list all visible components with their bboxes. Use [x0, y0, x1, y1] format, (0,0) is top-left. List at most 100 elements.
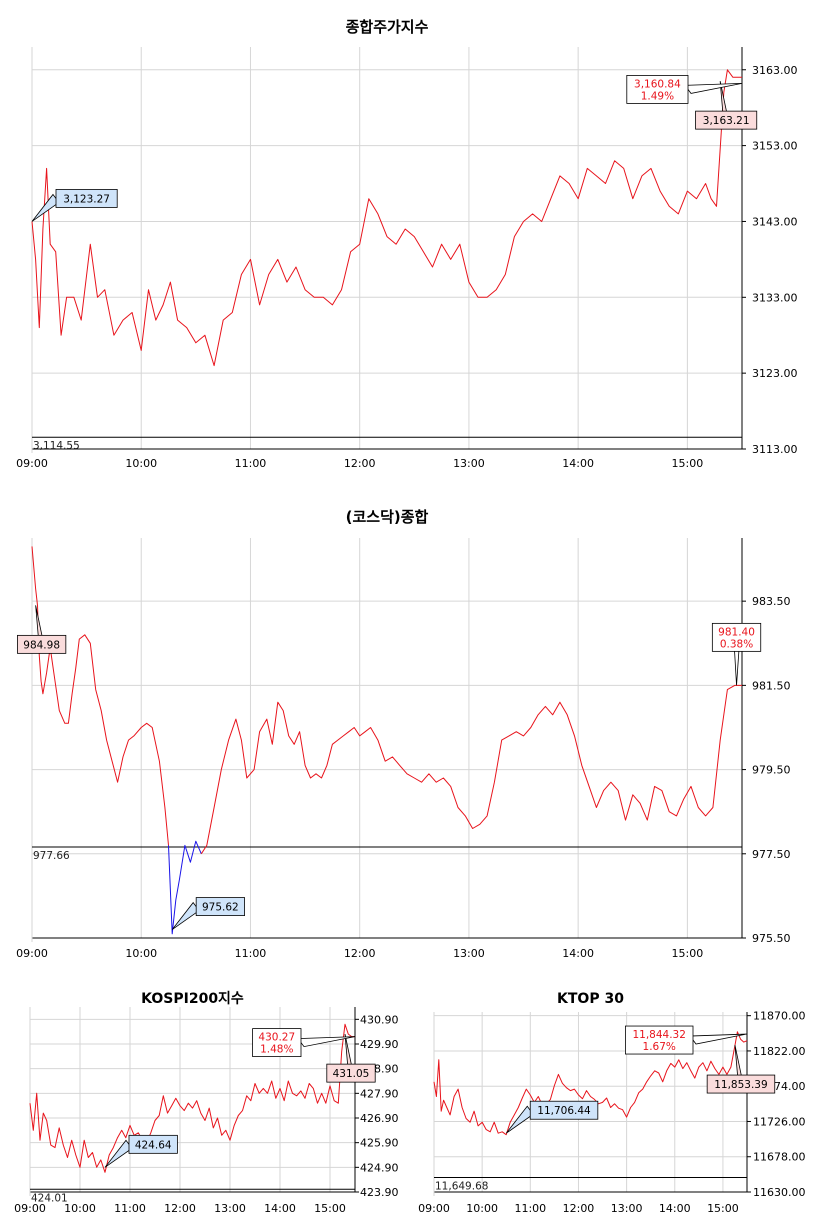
x-tick-label: 10:00 [125, 947, 157, 960]
callout-box [711, 622, 762, 652]
y-tick-label: 3133.00 [752, 291, 798, 304]
callout-current: 981.400.38% [711, 622, 762, 686]
baseline-label: 11,649.68 [435, 1181, 488, 1193]
y-tick-label: 11822.00 [753, 1045, 806, 1058]
y-tick-label: 979.50 [752, 764, 791, 777]
x-tick-label: 12:00 [563, 1202, 595, 1215]
y-tick-label: 3113.00 [752, 443, 798, 456]
callout-high: 984.98 [17, 605, 67, 654]
y-tick-label: 983.50 [752, 595, 791, 608]
callout-value: 975.62 [202, 902, 239, 914]
chart-kospi: 종합주가지수 09:00 10:00 11:00 12:00 13:00 14:00 15:0… [16, 18, 797, 470]
x-tick-label: 15:00 [707, 1202, 739, 1215]
callout-current: 430.271.48% [252, 1028, 356, 1057]
callout-low: 11,706.44 [505, 1100, 599, 1134]
callout-value: 984.98 [23, 639, 60, 651]
callout-box [625, 1025, 694, 1055]
chart-title: 종합주가지수 [346, 18, 429, 36]
x-tick-label: 14:00 [659, 1202, 691, 1215]
chart-kosdaq: (코스닥)종합 09:00 10:00 11:00 12:00 13:00 14:00 15:… [16, 508, 790, 960]
callout-box [626, 75, 689, 104]
x-tick-label: 12:00 [344, 947, 376, 960]
x-tick-label: 11:00 [514, 1202, 546, 1215]
callout-value: 981.40 [718, 626, 755, 638]
callout-box [695, 110, 758, 130]
chart-title: KOSPI200지수 [141, 991, 244, 1007]
callout-pointer [505, 1105, 534, 1134]
x-tick-label: 13:00 [214, 1202, 246, 1215]
callout-box [252, 1028, 302, 1057]
x-tick-label: 11:00 [235, 947, 267, 960]
y-tick-label: 430.90 [360, 1013, 399, 1026]
callout-low: 3,123.27 [31, 189, 118, 222]
y-tick-label: 981.50 [752, 679, 791, 692]
callout-value: 3,123.27 [63, 193, 110, 205]
y-tick-label: 3163.00 [752, 64, 798, 77]
x-tick-label: 13:00 [611, 1202, 643, 1215]
callout-high: 3,163.21 [695, 81, 758, 130]
callout-box [529, 1100, 599, 1120]
callout-low: 424.64 [104, 1134, 178, 1168]
callout-value: 3,163.21 [703, 115, 750, 127]
callout-box [706, 1074, 776, 1094]
callout-box [128, 1134, 178, 1154]
callout-pointer [689, 1033, 748, 1045]
callout-pointer [104, 1139, 133, 1168]
callout-current: 11,844.321.67% [625, 1025, 748, 1055]
callout-change: 1.48% [260, 1044, 293, 1056]
y-tick-label: 975.50 [752, 932, 791, 945]
callout-low: 975.62 [171, 897, 245, 930]
x-tick-label: 10:00 [466, 1202, 498, 1215]
callout-value: 424.64 [135, 1139, 172, 1151]
x-tick-label: 13:00 [453, 947, 485, 960]
chart-ktop30: KTOP 30 09:00 10:00 11:00 12:00 13:00 14:00 15:… [418, 991, 805, 1215]
callout-value: 11,853.39 [714, 1079, 767, 1091]
y-tick-label: 3123.00 [752, 367, 798, 380]
y-tick-label: 11726.00 [753, 1115, 806, 1128]
series-line [31, 69, 742, 367]
y-tick-label: 423.90 [360, 1186, 399, 1199]
callout-value: 11,706.44 [537, 1105, 591, 1117]
x-tick-label: 12:00 [164, 1202, 196, 1215]
baseline-label: 424.01 [31, 1192, 68, 1204]
baseline-label: 3,114.55 [33, 440, 80, 452]
x-tick-label: 12:00 [344, 457, 376, 470]
callout-high: 431.05 [326, 1034, 376, 1083]
callout-pointer [171, 901, 200, 930]
x-tick-label: 10:00 [64, 1202, 96, 1215]
y-tick-label: 425.90 [360, 1137, 399, 1150]
series-line [433, 1031, 748, 1136]
y-tick-label: 426.90 [360, 1112, 399, 1125]
x-tick-label: 15:00 [672, 947, 704, 960]
callout-value: 3,160.84 [634, 78, 681, 90]
callout-high: 11,853.39 [706, 1044, 776, 1094]
y-tick-label: 977.50 [752, 848, 791, 861]
callout-box [195, 897, 245, 916]
callout-value: 431.05 [333, 1068, 370, 1080]
x-tick-label: 14:00 [562, 457, 594, 470]
x-tick-label: 14:00 [264, 1202, 296, 1215]
callout-value: 11,844.32 [632, 1029, 685, 1041]
callout-change: 1.49% [641, 90, 674, 102]
callout-box [55, 189, 118, 208]
y-tick-label: 424.90 [360, 1161, 399, 1174]
x-tick-label: 15:00 [314, 1202, 346, 1215]
callout-box [326, 1063, 376, 1083]
x-tick-label: 11:00 [114, 1202, 146, 1215]
y-tick-label: 11630.00 [753, 1186, 806, 1199]
baseline-label: 977.66 [33, 850, 70, 862]
y-tick-label: 429.90 [360, 1038, 399, 1051]
callout-box [17, 634, 67, 654]
chart-title: KTOP 30 [557, 991, 624, 1007]
series-line [200, 684, 742, 855]
x-tick-label: 14:00 [562, 947, 594, 960]
callout-change: 1.67% [643, 1041, 676, 1053]
callout-current: 3,160.841.49% [626, 75, 743, 104]
x-tick-label: 11:00 [235, 457, 267, 470]
callout-change: 0.38% [720, 638, 753, 650]
charts-root: 종합주가지수 09:00 10:00 11:00 12:00 13:00 14:00 15:0… [14, 18, 805, 1215]
chart-title: (코스닥)종합 [346, 508, 429, 526]
x-tick-label: 09:00 [16, 457, 48, 470]
x-tick-label: 09:00 [418, 1202, 450, 1215]
